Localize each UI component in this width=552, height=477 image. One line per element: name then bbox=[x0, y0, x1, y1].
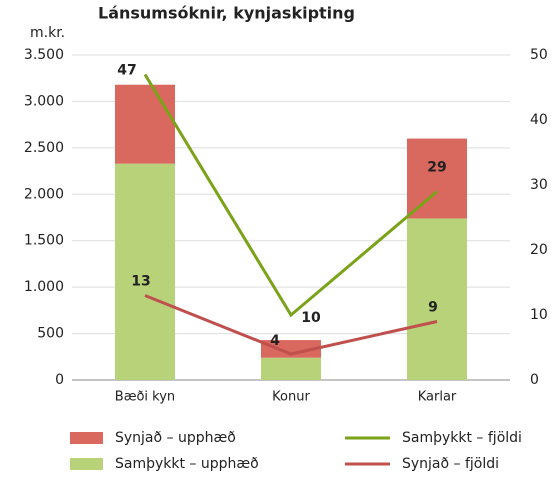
legend-label: Samþykkt – upphæð bbox=[115, 456, 259, 472]
x-tick-label: Bæði kyn bbox=[115, 390, 175, 405]
bar bbox=[407, 218, 467, 380]
line bbox=[144, 294, 438, 356]
y2-tick-label: 40 bbox=[530, 112, 548, 128]
line bbox=[143, 73, 438, 318]
x-tick-label: Karlar bbox=[418, 390, 457, 405]
bar bbox=[115, 84, 175, 164]
y-tick-label: 3.500 bbox=[24, 47, 64, 63]
data-label: 9 bbox=[428, 300, 438, 316]
legend-label: Synjað – upphæð bbox=[115, 430, 236, 446]
legend-swatch bbox=[70, 458, 103, 470]
chart-title: Lánsumsóknir, kynjaskipting bbox=[98, 4, 355, 23]
legend-label: Synjað – fjöldi bbox=[402, 456, 499, 472]
y2-tick-label: 10 bbox=[530, 307, 548, 323]
y-axis-label: m.kr. bbox=[30, 25, 65, 41]
y-tick-label: 2.500 bbox=[24, 140, 64, 156]
data-label: 29 bbox=[427, 160, 446, 176]
y2-tick-label: 30 bbox=[530, 177, 548, 193]
data-label: 47 bbox=[117, 63, 136, 79]
legend-label: Samþykkt – fjöldi bbox=[402, 430, 522, 446]
legend-swatch bbox=[70, 432, 103, 444]
y2-tick-label: 20 bbox=[530, 242, 548, 258]
y2-tick-label: 50 bbox=[530, 47, 548, 63]
y2-tick-label: 0 bbox=[530, 372, 539, 388]
y-tick-label: 3.000 bbox=[24, 93, 64, 109]
data-label: 10 bbox=[301, 310, 321, 326]
x-tick-label: Konur bbox=[272, 390, 310, 405]
y-tick-label: 1.000 bbox=[24, 279, 64, 295]
y-tick-label: 0 bbox=[55, 372, 64, 388]
data-label: 4 bbox=[270, 333, 280, 349]
y-tick-label: 1.500 bbox=[24, 233, 64, 249]
bar bbox=[115, 163, 175, 380]
y-tick-label: 2.000 bbox=[24, 186, 64, 202]
y-tick-label: 500 bbox=[37, 326, 64, 342]
bar bbox=[407, 138, 467, 219]
bar bbox=[261, 340, 321, 358]
data-label: 13 bbox=[131, 274, 150, 290]
bar bbox=[261, 357, 321, 380]
